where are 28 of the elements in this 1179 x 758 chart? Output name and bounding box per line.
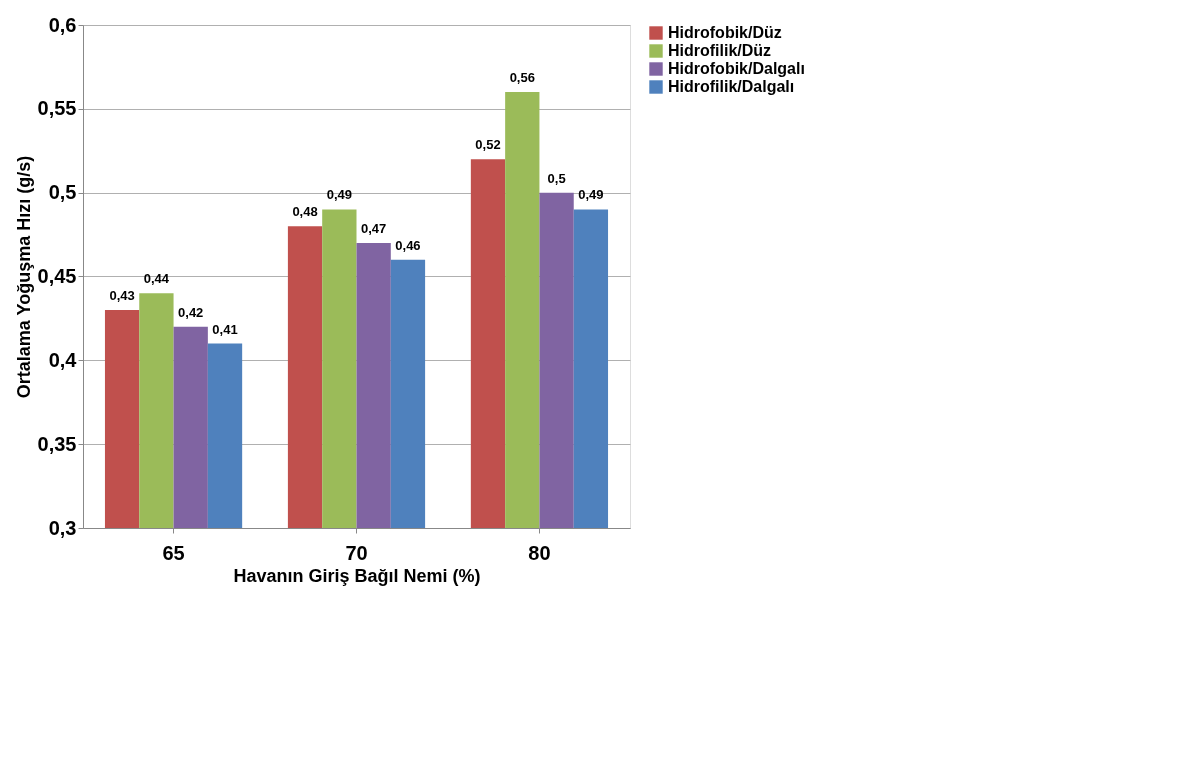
- legend-label: Hidrofilik/Düz: [668, 42, 772, 59]
- legend-label: Hidrofilik/Dalgalı: [668, 78, 795, 95]
- data-label: 0,46: [395, 237, 421, 253]
- legend-label: Hidrofobik/Dalgalı: [668, 60, 805, 77]
- data-label: 0,47: [360, 220, 387, 236]
- data-label: 0,56: [509, 70, 535, 86]
- x-tick-label: 70: [345, 541, 368, 564]
- data-label: 0,52: [475, 137, 501, 153]
- data-label: 0,42: [178, 304, 204, 320]
- y-tick-label: 0,3: [48, 516, 77, 539]
- y-tick-label: 0,4: [48, 348, 78, 371]
- data-label: 0,44: [143, 271, 170, 287]
- data-label: 0,49: [326, 187, 353, 203]
- y-tick-label: 0,55: [37, 97, 77, 120]
- y-axis-title: Ortalama Yoğuşma Hızı (g/s): [13, 155, 34, 399]
- data-label: 0,5: [547, 170, 566, 186]
- data-label: 0,48: [292, 204, 318, 220]
- data-label: 0,41: [212, 321, 238, 337]
- y-tick-label: 0,6: [48, 13, 77, 36]
- y-tick-label: 0,45: [37, 265, 77, 287]
- data-label: 0,49: [578, 187, 604, 203]
- x-tick-label: 65: [162, 541, 185, 564]
- legend-label: Hidrofobik/Düz: [668, 24, 782, 41]
- x-axis-title: Havanın Giriş Bağıl Nemi (%): [233, 565, 481, 586]
- x-tick-label: 80: [528, 541, 551, 564]
- y-tick-label: 0,35: [37, 432, 77, 455]
- y-tick-label: 0,5: [48, 181, 77, 204]
- data-label: 0,43: [109, 288, 135, 304]
